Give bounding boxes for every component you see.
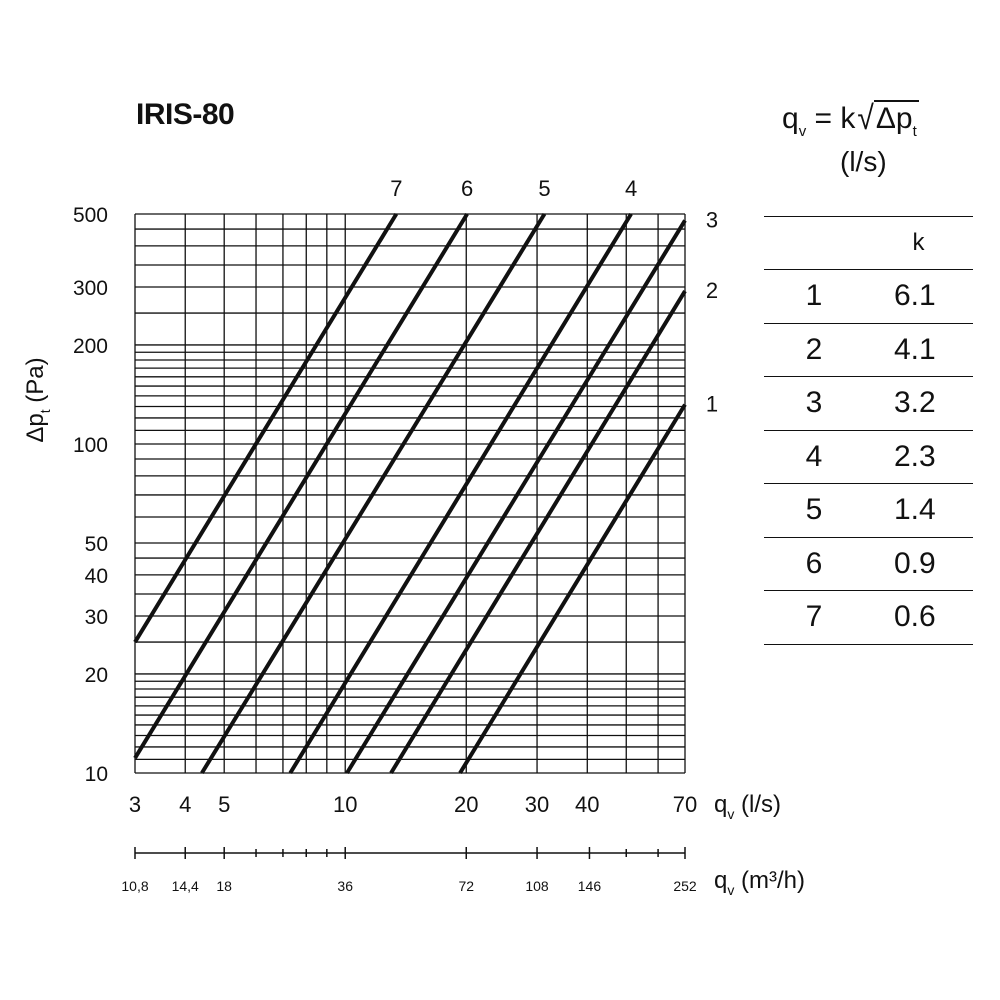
x-tick-label: 10: [333, 792, 357, 817]
k-value: 4.1: [864, 323, 973, 377]
formula-radicand-sub: t: [912, 123, 917, 140]
series-label: 2: [706, 278, 718, 303]
series-line-1: [458, 403, 687, 775]
secondary-x-tick-label: 36: [337, 878, 353, 894]
curve-number: 2: [764, 323, 864, 377]
y-tick-label: 30: [85, 606, 108, 629]
x-tick-label: 5: [218, 792, 230, 817]
table-row: 3 3.2: [764, 376, 973, 431]
x-tick-label: 40: [575, 792, 599, 817]
y-tick-label: 40: [85, 565, 108, 588]
y-axis-label: Δpt (Pa): [22, 357, 53, 442]
series-line-2: [389, 290, 687, 775]
table-row: 2 4.1: [764, 323, 973, 377]
x-tick-label: 70: [673, 792, 697, 817]
formula-lhs: q: [782, 102, 799, 135]
formula-root: √Δpt: [857, 99, 919, 140]
y-tick-label: 50: [85, 533, 108, 556]
secondary-x-tick-label: 10,8: [121, 878, 148, 894]
y-tick-label: 100: [73, 434, 108, 457]
series-lines: [133, 212, 687, 775]
formula-radicand: Δp: [875, 102, 913, 135]
axis-labels: 10 20 30 40 50 100 200 300 500 3 4 5 10 20 30 40 70 qv (l…: [22, 176, 805, 898]
series-line-6: [133, 212, 469, 760]
k-value: 2.3: [864, 430, 973, 484]
k-value: 6.1: [864, 269, 973, 324]
series-label: 5: [538, 176, 550, 201]
x-axis-label: qv (l/s): [714, 791, 781, 822]
series-label: 4: [625, 176, 637, 201]
series-line-7: [133, 212, 399, 644]
k-value-table: k 1 6.1 2 4.1 3 3.2 4 2.3 5 1.4 6 0.9 7 0.6: [764, 216, 973, 645]
table-row: 4 2.3: [764, 430, 973, 484]
series-label: 7: [390, 176, 402, 201]
series-line-3: [345, 219, 687, 775]
curve-number: 3: [764, 376, 864, 431]
k-value: 3.2: [864, 376, 973, 431]
x-tick-label: 3: [129, 792, 141, 817]
curve-number: 5: [764, 483, 864, 538]
secondary-x-axis-label: qv (m³/h): [714, 867, 805, 898]
secondary-x-tick-label: 18: [216, 878, 232, 894]
x-tick-label: 30: [525, 792, 549, 817]
formula-eq: = k: [806, 102, 856, 135]
secondary-x-tick-label: 14,4: [172, 878, 199, 894]
secondary-x-tick-label: 252: [673, 878, 697, 894]
formula-units: (l/s): [840, 146, 887, 177]
series-label: 3: [706, 207, 718, 232]
curve-number: 4: [764, 430, 864, 484]
y-tick-label: 500: [73, 204, 108, 227]
curve-number: 6: [764, 537, 864, 591]
grid: [134, 213, 686, 774]
x-tick-label: 20: [454, 792, 478, 817]
series-line-4: [288, 212, 633, 775]
y-tick-label: 10: [85, 763, 108, 786]
chart-title: IRIS-80: [136, 98, 235, 131]
curve-number: 1: [764, 269, 864, 324]
x-tick-label: 4: [179, 792, 191, 817]
k-value: 1.4: [864, 483, 973, 538]
y-tick-label: 20: [85, 664, 108, 687]
secondary-x-tick-label: 146: [578, 878, 602, 894]
flow-formula: qv = k√Δpt: [782, 99, 919, 140]
series-label: 1: [706, 392, 718, 417]
k-table-header: k: [864, 216, 973, 270]
y-tick-label: 300: [73, 277, 108, 300]
y-tick-label: 200: [73, 335, 108, 358]
table-row: 5 1.4: [764, 483, 973, 538]
table-row: 1 6.1: [764, 269, 973, 324]
table-row: 6 0.9: [764, 537, 973, 591]
secondary-x-tick-label: 108: [525, 878, 549, 894]
table-row: 7 0.6: [764, 590, 973, 645]
k-value: 0.6: [864, 590, 973, 645]
series-line-5: [200, 212, 547, 775]
formula-lhs-sub: v: [798, 123, 807, 140]
series-label: 6: [461, 176, 473, 201]
k-value: 0.9: [864, 537, 973, 591]
secondary-x-tick-label: 72: [458, 878, 474, 894]
curve-number: 7: [764, 590, 864, 645]
